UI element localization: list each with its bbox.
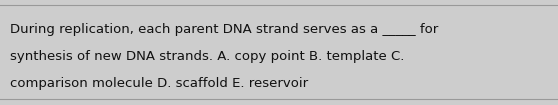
Text: During replication, each parent DNA strand serves as a _____ for: During replication, each parent DNA stra… <box>10 23 438 36</box>
Text: comparison molecule D. scaffold E. reservoir: comparison molecule D. scaffold E. reser… <box>10 77 308 91</box>
Text: synthesis of new DNA strands. A. copy point B. template C.: synthesis of new DNA strands. A. copy po… <box>10 50 405 63</box>
